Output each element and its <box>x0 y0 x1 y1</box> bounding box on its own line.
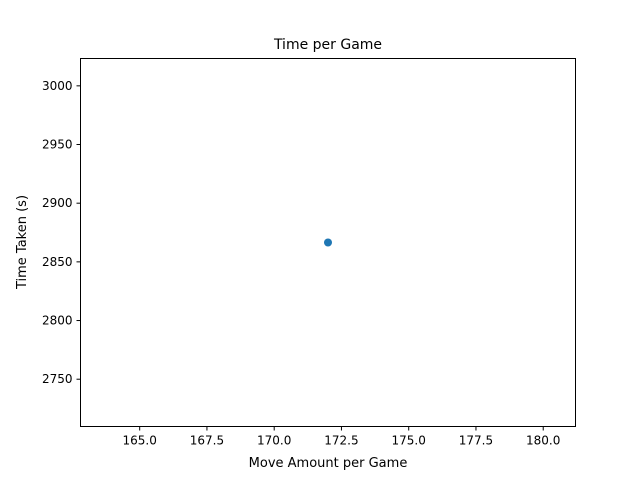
x-tick-label: 167.5 <box>190 434 224 448</box>
x-tick-label: 172.5 <box>324 434 358 448</box>
y-axis-ticks: 2750 2800 2850 2900 2950 3000 <box>42 79 81 386</box>
y-tick-label: 2750 <box>42 372 73 386</box>
x-tick-label: 175.0 <box>392 434 426 448</box>
y-tick-label: 2900 <box>42 196 73 210</box>
y-tick-label: 2950 <box>42 138 73 152</box>
x-tick-label: 165.0 <box>123 434 157 448</box>
x-axis-label: Move Amount per Game <box>249 456 408 471</box>
y-tick-label: 2850 <box>42 255 73 269</box>
y-tick-label: 2800 <box>42 314 73 328</box>
plot-area-frame <box>80 58 576 427</box>
data-point <box>324 238 332 247</box>
x-tick-label: 180.0 <box>526 434 560 448</box>
chart-title: Time per Game <box>273 37 382 53</box>
x-tick-label: 177.5 <box>459 434 493 448</box>
x-tick-label: 170.0 <box>257 434 291 448</box>
data-points <box>324 238 332 247</box>
x-axis-ticks: 165.0 167.5 170.0 172.5 175.0 177.5 180.0 <box>123 426 560 448</box>
y-axis-label: Time Taken (s) <box>15 195 30 290</box>
y-tick-label: 3000 <box>42 79 73 93</box>
